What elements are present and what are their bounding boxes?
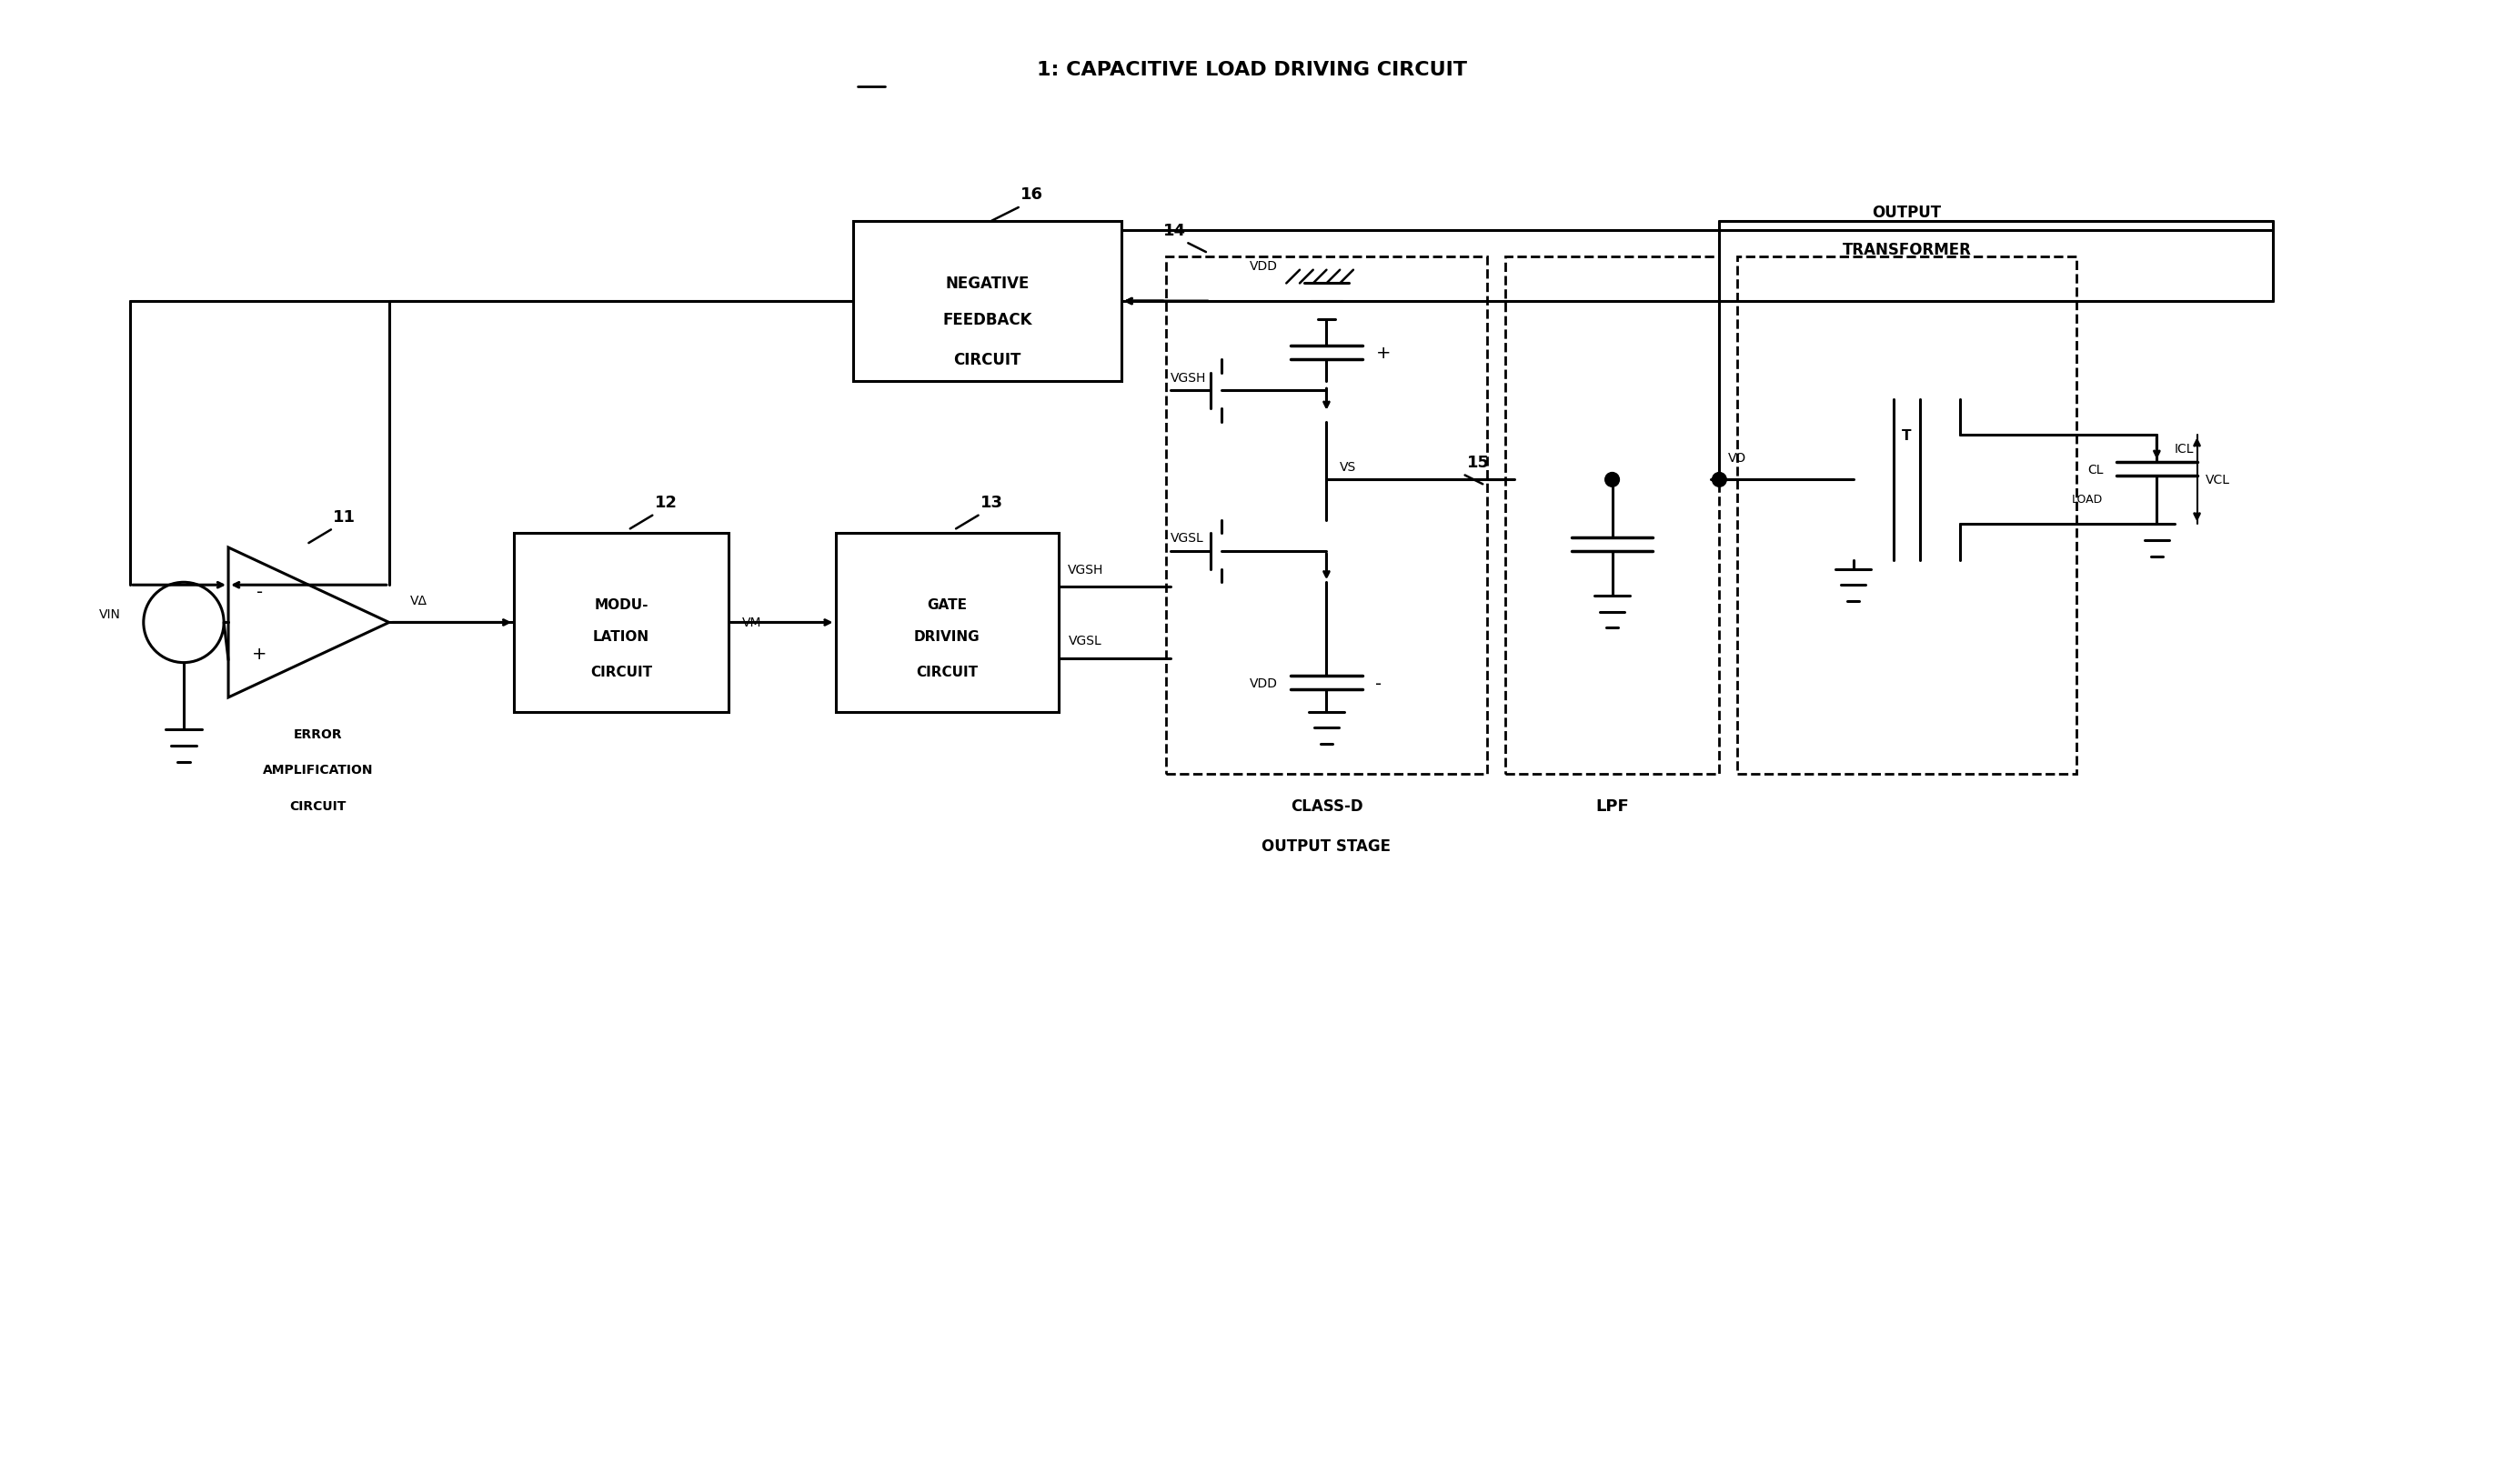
Text: +: + — [1377, 344, 1392, 361]
Text: DRIVING: DRIVING — [914, 629, 981, 643]
Bar — [836, 534, 1059, 712]
Text: CL: CL — [2088, 463, 2103, 476]
Text: 12: 12 — [653, 494, 678, 510]
Circle shape — [1604, 473, 1619, 487]
Bar — [854, 221, 1121, 381]
Text: ERROR: ERROR — [293, 729, 343, 741]
Text: VGSH: VGSH — [1171, 371, 1206, 384]
Text: OUTPUT STAGE: OUTPUT STAGE — [1262, 838, 1392, 855]
Text: ICL: ICL — [2175, 442, 2195, 456]
Text: CIRCUIT: CIRCUIT — [916, 665, 979, 678]
Text: VΔ: VΔ — [410, 594, 428, 607]
Text: FEEDBACK: FEEDBACK — [944, 312, 1031, 328]
Bar — [1737, 257, 2077, 775]
Text: AMPLIFICATION: AMPLIFICATION — [263, 764, 373, 776]
Text: NEGATIVE: NEGATIVE — [946, 276, 1029, 292]
Text: 14: 14 — [1164, 223, 1186, 239]
Text: VDD: VDD — [1249, 677, 1277, 690]
Text: T: T — [1902, 429, 1912, 442]
Text: CLASS-D: CLASS-D — [1289, 797, 1362, 813]
Text: 11: 11 — [333, 509, 355, 525]
Bar — [1166, 257, 1487, 775]
Text: VM: VM — [741, 616, 761, 629]
Text: TRANSFORMER: TRANSFORMER — [1842, 242, 1972, 258]
Text: VO: VO — [1727, 451, 1747, 464]
Text: VGSL: VGSL — [1171, 531, 1204, 545]
Text: CIRCUIT: CIRCUIT — [290, 800, 345, 812]
Text: VDD: VDD — [1249, 260, 1277, 273]
Text: 1: CAPACITIVE LOAD DRIVING CIRCUIT: 1: CAPACITIVE LOAD DRIVING CIRCUIT — [1036, 61, 1467, 79]
Text: 15: 15 — [1467, 454, 1489, 470]
Circle shape — [1712, 473, 1727, 487]
Text: -: - — [255, 583, 263, 601]
Text: LATION: LATION — [593, 629, 648, 643]
Text: VGSH: VGSH — [1069, 562, 1104, 576]
Text: 13: 13 — [981, 494, 1004, 510]
Text: VGSL: VGSL — [1069, 634, 1101, 647]
Text: -: - — [1377, 675, 1382, 692]
Text: VIN: VIN — [100, 607, 120, 620]
Text: CIRCUIT: CIRCUIT — [591, 665, 653, 678]
Text: CIRCUIT: CIRCUIT — [954, 352, 1021, 368]
Text: LOAD: LOAD — [2072, 494, 2103, 506]
Text: +: + — [253, 646, 268, 663]
Text: VS: VS — [1339, 460, 1357, 473]
Text: GATE: GATE — [926, 598, 966, 611]
Text: 16: 16 — [1021, 187, 1044, 203]
Bar — [1504, 257, 1720, 775]
Text: VCL: VCL — [2205, 473, 2230, 487]
Text: MODU-: MODU- — [593, 598, 648, 611]
Text: LPF: LPF — [1594, 797, 1629, 813]
Text: OUTPUT: OUTPUT — [1872, 205, 1942, 221]
Bar — [513, 534, 728, 712]
